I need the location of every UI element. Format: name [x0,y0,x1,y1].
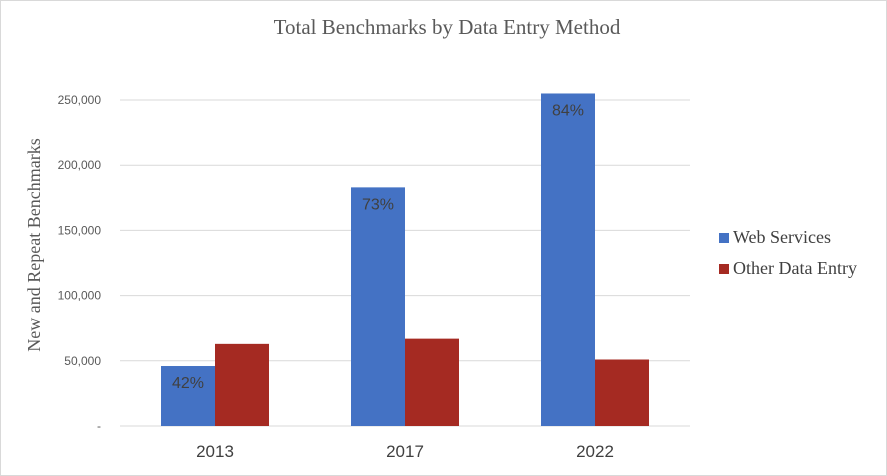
data-label: 73% [362,196,394,213]
y-tick-label: 150,000 [58,223,102,237]
x-category-label: 2017 [386,442,424,461]
legend: Web Services Other Data Entry [719,227,857,278]
legend-label: Web Services [733,227,831,247]
bar-other-data-entry-2013 [215,343,269,426]
y-tick-label: - [97,419,101,433]
chart-title: Total Benchmarks by Data Entry Method [274,15,621,39]
x-category-label: 2013 [196,442,234,461]
y-tick-label: 100,000 [58,289,102,303]
y-tick-label: 50,000 [64,354,101,368]
legend-label: Other Data Entry [733,258,857,278]
y-axis-label: New and Repeat Benchmarks [24,138,44,351]
data-label: 42% [172,375,204,392]
x-category-label: 2022 [576,442,614,461]
bars [161,93,649,426]
legend-swatch [719,233,729,243]
x-axis-categories: 2013 2017 2022 [196,442,614,461]
y-tick-label: 200,000 [58,158,102,172]
y-axis-ticks: - 50,000 100,000 150,000 200,000 250,000 [58,93,102,433]
bar-other-data-entry-2022 [595,359,649,426]
y-tick-label: 250,000 [58,93,102,107]
legend-swatch [719,264,729,274]
bar-web-services-2022 [541,93,595,426]
data-label: 84% [552,102,584,119]
data-labels: 42% 73% 84% [172,102,584,392]
bar-web-services-2013 [161,366,215,426]
bar-other-data-entry-2017 [405,338,459,426]
bar-web-services-2017 [351,187,405,426]
